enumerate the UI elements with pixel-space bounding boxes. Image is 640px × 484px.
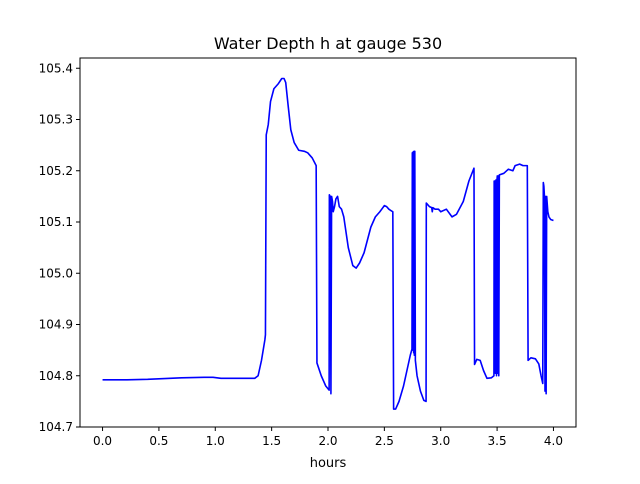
y-tick-label: 104.7 <box>39 420 73 434</box>
x-tick-label: 3.5 <box>488 434 507 448</box>
y-tick-label: 105.0 <box>39 266 73 280</box>
x-axis: 0.0 0.5 1.0 1.5 2.0 2.5 3.0 3.5 4.0 <box>93 427 563 448</box>
x-tick-label: 4.0 <box>544 434 563 448</box>
y-tick-label: 105.3 <box>39 113 73 127</box>
y-axis: 104.7 104.8 104.9 105.0 105.1 105.2 105.3 105.4 <box>39 61 80 434</box>
chart-title: Water Depth h at gauge 530 <box>214 34 442 53</box>
series-line <box>102 77 554 410</box>
x-tick-label: 3.0 <box>431 434 450 448</box>
x-tick-label: 1.5 <box>262 434 281 448</box>
y-tick-label: 104.9 <box>39 318 73 332</box>
x-axis-label: hours <box>310 456 347 471</box>
y-tick-label: 104.8 <box>39 369 73 383</box>
x-tick-label: 0.0 <box>93 434 112 448</box>
y-tick-label: 105.4 <box>39 61 73 75</box>
x-tick-label: 2.0 <box>318 434 337 448</box>
y-tick-label: 105.1 <box>39 215 73 229</box>
x-tick-label: 2.5 <box>375 434 394 448</box>
axes-frame <box>79 57 577 428</box>
plot-area <box>102 77 554 410</box>
y-tick-label: 105.2 <box>39 164 73 178</box>
x-tick-label: 0.5 <box>149 434 168 448</box>
x-tick-label: 1.0 <box>206 434 225 448</box>
